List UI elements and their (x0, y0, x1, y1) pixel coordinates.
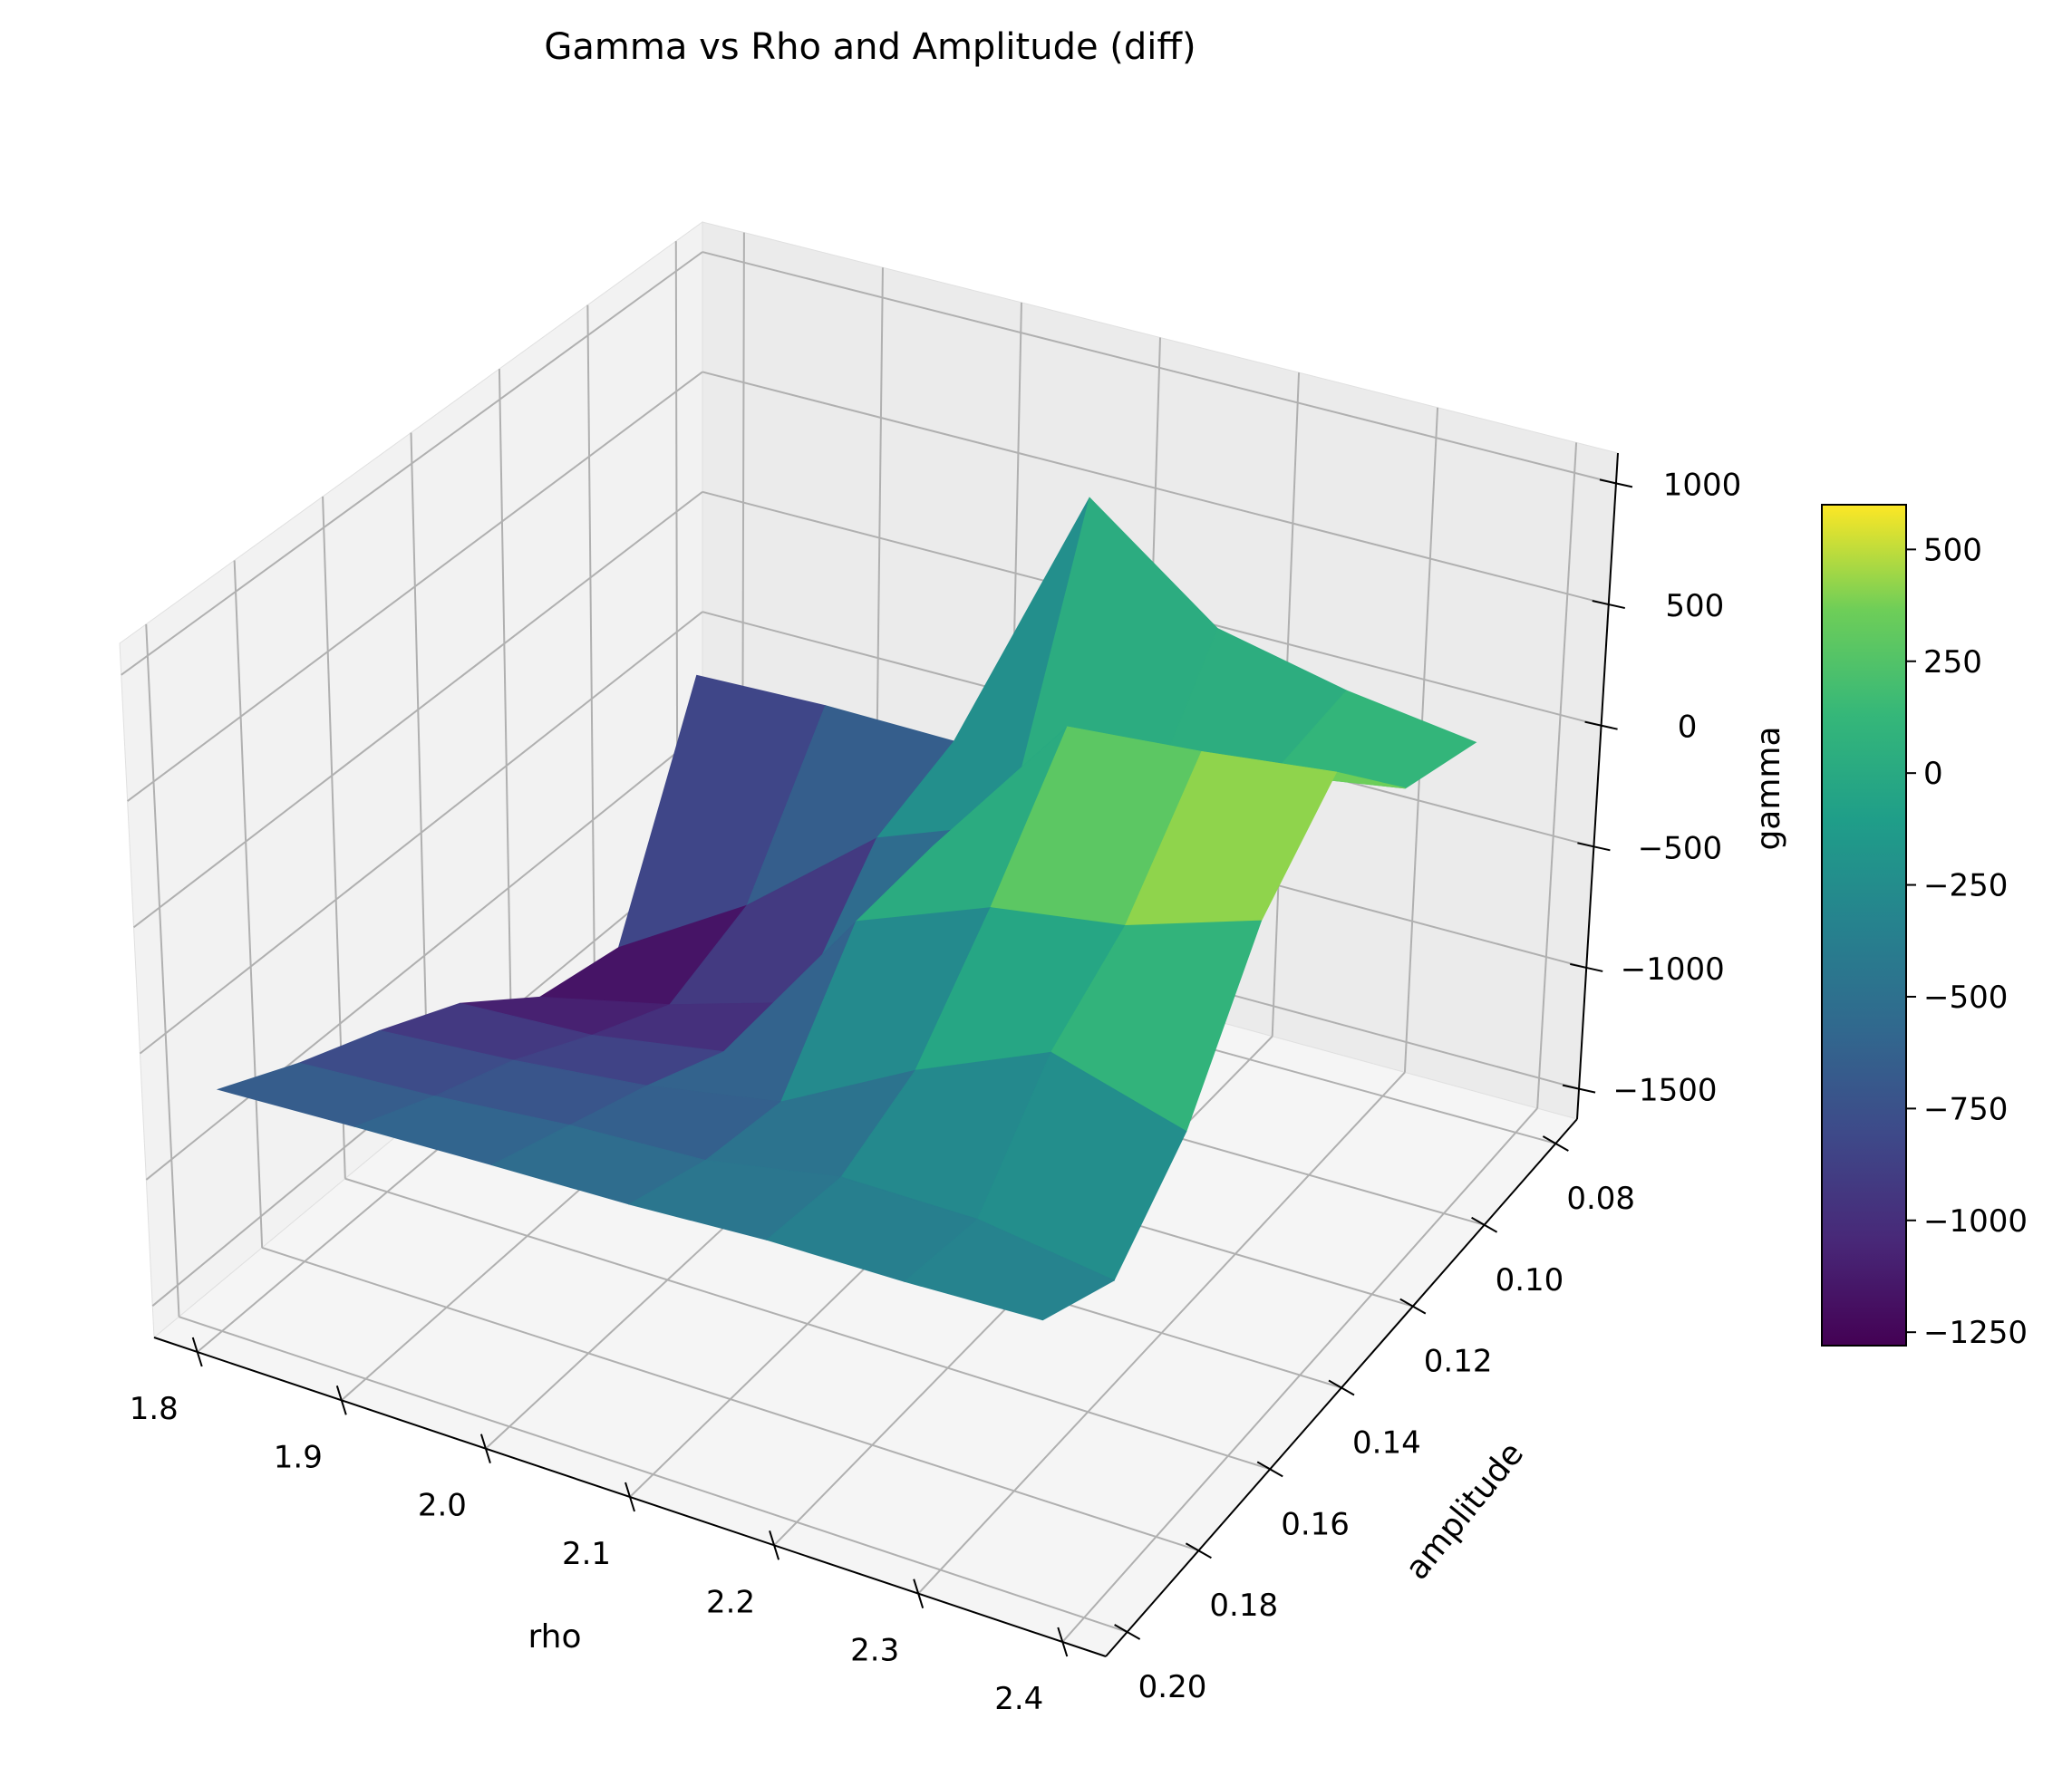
grid-line (145, 623, 180, 1318)
x-tick-label: 1.8 (130, 1391, 179, 1427)
y-tick-mark (1471, 1216, 1498, 1233)
colorbar-ticks: 500 250 0 −250 −500 −750 −1000 −1250 (1906, 532, 2028, 1351)
x-tick-mark (479, 1434, 491, 1463)
colorbar-tick-label: −500 (1923, 980, 2008, 1016)
grid-line (132, 491, 703, 929)
y-tick-mark (1328, 1379, 1355, 1396)
z-tick-label: −1000 (1621, 951, 1725, 988)
x-tick-mark (769, 1530, 780, 1560)
colorbar-tick-label: −1000 (1923, 1203, 2028, 1240)
x-tick-label: 2.3 (850, 1633, 899, 1669)
z-tick-mark (1599, 478, 1633, 488)
grid-line (139, 611, 703, 1055)
x-tick-mark (1057, 1627, 1069, 1657)
grid-line (586, 304, 595, 972)
y-tick-mark (1185, 1542, 1212, 1559)
z-axis-label: gamma (1750, 726, 1787, 850)
y-tick-label: 0.10 (1496, 1262, 1564, 1298)
z-tick-mark (1562, 1084, 1596, 1094)
z-tick-label: 500 (1665, 588, 1724, 624)
colorbar-tick-label: 250 (1923, 644, 1982, 681)
grid-line (145, 730, 703, 1181)
grid-line (261, 1246, 1199, 1552)
x-tick-mark (335, 1385, 347, 1415)
y-tick-label: 0.18 (1209, 1588, 1278, 1624)
y-tick-label: 0.08 (1566, 1181, 1635, 1217)
grid-line (233, 560, 264, 1248)
z-tick-label: −1500 (1613, 1073, 1718, 1109)
x-tick-mark (625, 1482, 635, 1512)
y-tick-mark (1542, 1135, 1569, 1152)
colorbar-tick-label: −250 (1923, 868, 2008, 904)
colorbar-tick-label: 500 (1923, 532, 1982, 568)
colorbar-tick-label: −1250 (1923, 1315, 2028, 1351)
z-tick-label: −500 (1638, 830, 1722, 866)
colorbar-tick-label: 0 (1923, 756, 1943, 792)
x-tick-label: 1.9 (274, 1439, 323, 1475)
grid-line (702, 251, 1617, 485)
grid-line (121, 251, 703, 676)
colorbar (1821, 504, 1907, 1347)
z-axis-line (1576, 452, 1619, 1120)
surface (216, 497, 1477, 1321)
x-tick-mark (913, 1578, 925, 1608)
grid-line (702, 371, 1610, 606)
grid-line (1536, 442, 1578, 1109)
z-tick-mark (1592, 600, 1625, 610)
z-tick-label: 1000 (1663, 467, 1742, 503)
grid-line (179, 1316, 1128, 1633)
grid-line (410, 432, 430, 1110)
x-tick-label: 2.4 (994, 1681, 1043, 1717)
y-tick-mark (1256, 1461, 1283, 1478)
y-tick-label: 0.20 (1138, 1669, 1207, 1705)
y-tick-label: 0.16 (1281, 1506, 1350, 1542)
y-tick-mark (1399, 1298, 1427, 1315)
grid-line (498, 369, 513, 1041)
y-tick-mark (1114, 1624, 1141, 1640)
surface-facet (904, 1219, 1116, 1321)
z-tick-label: 0 (1678, 710, 1698, 746)
x-tick-label: 2.1 (562, 1536, 611, 1572)
x-tick-mark (191, 1337, 203, 1367)
z-tick-mark (1577, 842, 1611, 852)
z-tick-mark (1570, 962, 1603, 972)
axes: 1.8 1.9 2.0 2.1 2.2 2.3 2.4 0.08 0.10 0.12 0.14 0.1… (130, 452, 1742, 1717)
x-axis-label: rho (528, 1618, 581, 1656)
z-tick-mark (1584, 720, 1618, 730)
grid-line (344, 1177, 1271, 1471)
x-tick-label: 2.0 (418, 1488, 467, 1524)
colorbar-tick-label: −750 (1923, 1091, 2008, 1127)
chart-title: Gamma vs Rho and Amplitude (diff) (544, 26, 1196, 68)
y-tick-label: 0.14 (1352, 1425, 1421, 1462)
y-tick-label: 0.12 (1424, 1344, 1493, 1380)
grid-line (127, 371, 703, 802)
x-tick-label: 2.2 (706, 1584, 755, 1620)
